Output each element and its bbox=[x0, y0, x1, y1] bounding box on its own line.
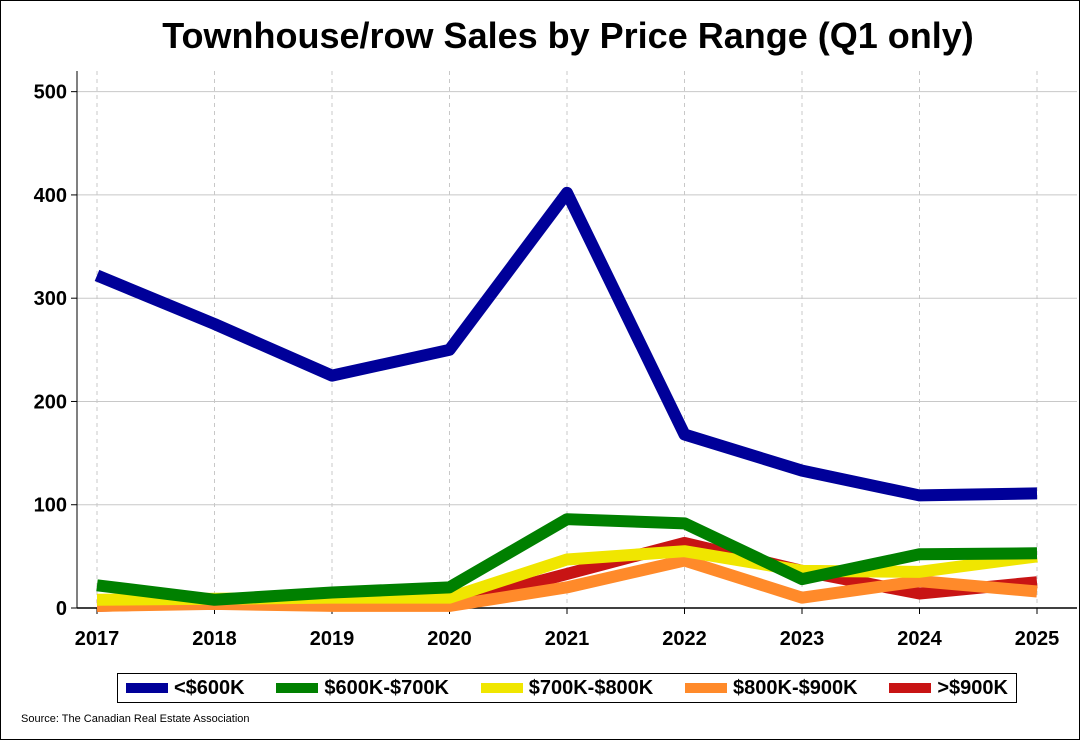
legend-swatch bbox=[480, 683, 523, 693]
legend-item: $800K-$900K bbox=[685, 677, 858, 700]
x-tick-label: 2025 bbox=[1015, 628, 1060, 650]
legend-item: <$600K bbox=[126, 677, 245, 700]
x-tick-label: 2022 bbox=[662, 628, 707, 650]
legend-label: <$600K bbox=[174, 676, 245, 699]
x-tick-label: 2019 bbox=[310, 628, 355, 650]
legend-swatch bbox=[889, 683, 932, 693]
y-tick-label: 100 bbox=[34, 495, 67, 517]
legend-label: $700K-$800K bbox=[528, 676, 654, 699]
grid-lines bbox=[77, 71, 1077, 608]
legend-swatch bbox=[276, 683, 319, 693]
y-tick-label: 300 bbox=[34, 288, 67, 310]
legend-swatch bbox=[126, 683, 168, 693]
legend-label: >$900K bbox=[937, 676, 1008, 699]
legend-label: $600K-$700K bbox=[324, 676, 449, 699]
series-line-1 bbox=[96, 513, 1038, 606]
x-tick-label: 2020 bbox=[427, 628, 472, 650]
y-tick-label: 0 bbox=[56, 598, 67, 620]
series-line-0 bbox=[94, 186, 1038, 502]
source-note: Source: The Canadian Real Estate Associa… bbox=[21, 713, 250, 725]
y-tick-label: 500 bbox=[34, 82, 67, 104]
legend-item: $600K-$700K bbox=[276, 677, 449, 700]
plot-area: 0 100 200 300 400 500 2017 2018 2019 2020 2021 2022… bbox=[34, 71, 1077, 650]
legend-item: $700K-$800K bbox=[480, 676, 654, 700]
legend-label: $800K-$900K bbox=[733, 676, 858, 699]
x-tick-label: 2017 bbox=[75, 628, 120, 650]
legend: <$600K $600K-$700K $700K-$800K $800K-$900K >… bbox=[117, 673, 1017, 703]
axes bbox=[71, 71, 1077, 614]
chart-title: Townhouse/row Sales by Price Range (Q1 o… bbox=[162, 15, 974, 56]
y-tick-label: 400 bbox=[34, 185, 67, 207]
x-tick-label: 2021 bbox=[545, 628, 590, 650]
series-line-3 bbox=[96, 554, 1038, 612]
x-tick-label: 2023 bbox=[780, 628, 825, 650]
series-lines bbox=[94, 186, 1038, 612]
legend-swatch bbox=[685, 683, 728, 693]
tick-labels: 0 100 200 300 400 500 2017 2018 2019 2020 2021 2022… bbox=[34, 82, 1060, 650]
x-tick-label: 2024 bbox=[897, 628, 942, 650]
y-tick-label: 200 bbox=[34, 391, 67, 413]
x-tick-label: 2018 bbox=[192, 628, 237, 650]
legend-item: >$900K bbox=[889, 677, 1008, 700]
